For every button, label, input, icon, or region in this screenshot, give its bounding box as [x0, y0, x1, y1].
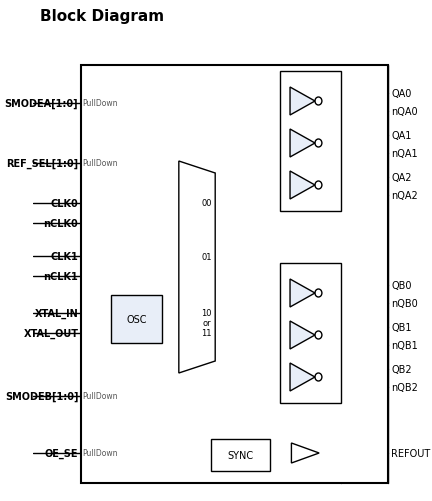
Text: REF_SEL[1:0]: REF_SEL[1:0]: [6, 158, 78, 169]
Text: QA1: QA1: [391, 131, 411, 141]
Text: PullDown: PullDown: [83, 159, 118, 168]
Text: CLK0: CLK0: [51, 198, 78, 208]
Text: XTAL_OUT: XTAL_OUT: [23, 328, 78, 339]
Polygon shape: [179, 162, 215, 373]
Text: QA0: QA0: [391, 89, 411, 99]
Text: nQA0: nQA0: [391, 107, 418, 117]
Bar: [81, 66, 388, 483]
Text: nQB1: nQB1: [391, 340, 418, 350]
Text: QA2: QA2: [391, 173, 412, 183]
Text: OE_SE: OE_SE: [45, 448, 78, 458]
Text: REFOUT: REFOUT: [391, 448, 430, 458]
Polygon shape: [290, 88, 315, 116]
Text: SYNC: SYNC: [227, 450, 254, 460]
Text: 11: 11: [201, 329, 212, 338]
Text: PullDown: PullDown: [83, 448, 118, 457]
Text: nQB2: nQB2: [391, 382, 418, 392]
Text: nCLK1: nCLK1: [44, 272, 78, 282]
Text: 00: 00: [201, 199, 212, 208]
Bar: [280, 264, 341, 403]
Text: nQA2: nQA2: [391, 190, 418, 200]
Text: PullDown: PullDown: [83, 392, 118, 401]
Bar: [211, 439, 270, 471]
Text: or: or: [202, 319, 211, 328]
Text: OSC: OSC: [126, 314, 146, 324]
Text: QB0: QB0: [391, 281, 412, 291]
Text: nCLK0: nCLK0: [44, 218, 78, 228]
Polygon shape: [290, 172, 315, 199]
Text: XTAL_IN: XTAL_IN: [35, 308, 78, 319]
Polygon shape: [292, 443, 319, 463]
Text: nQA1: nQA1: [391, 149, 418, 159]
Bar: [280, 72, 341, 211]
Text: 01: 01: [201, 252, 212, 261]
Text: SMODEA[1:0]: SMODEA[1:0]: [5, 99, 78, 109]
Text: nQB0: nQB0: [391, 299, 418, 309]
Text: CLK1: CLK1: [51, 252, 78, 262]
Text: 10: 10: [201, 309, 212, 318]
Polygon shape: [290, 130, 315, 158]
Text: PullDown: PullDown: [83, 99, 118, 108]
Polygon shape: [290, 321, 315, 349]
Text: Block Diagram: Block Diagram: [40, 10, 165, 25]
Text: QB2: QB2: [391, 364, 412, 374]
Text: QB1: QB1: [391, 322, 412, 332]
Polygon shape: [290, 363, 315, 391]
Text: SMODEB[1:0]: SMODEB[1:0]: [5, 391, 78, 401]
Polygon shape: [290, 280, 315, 308]
Bar: [111, 296, 162, 343]
